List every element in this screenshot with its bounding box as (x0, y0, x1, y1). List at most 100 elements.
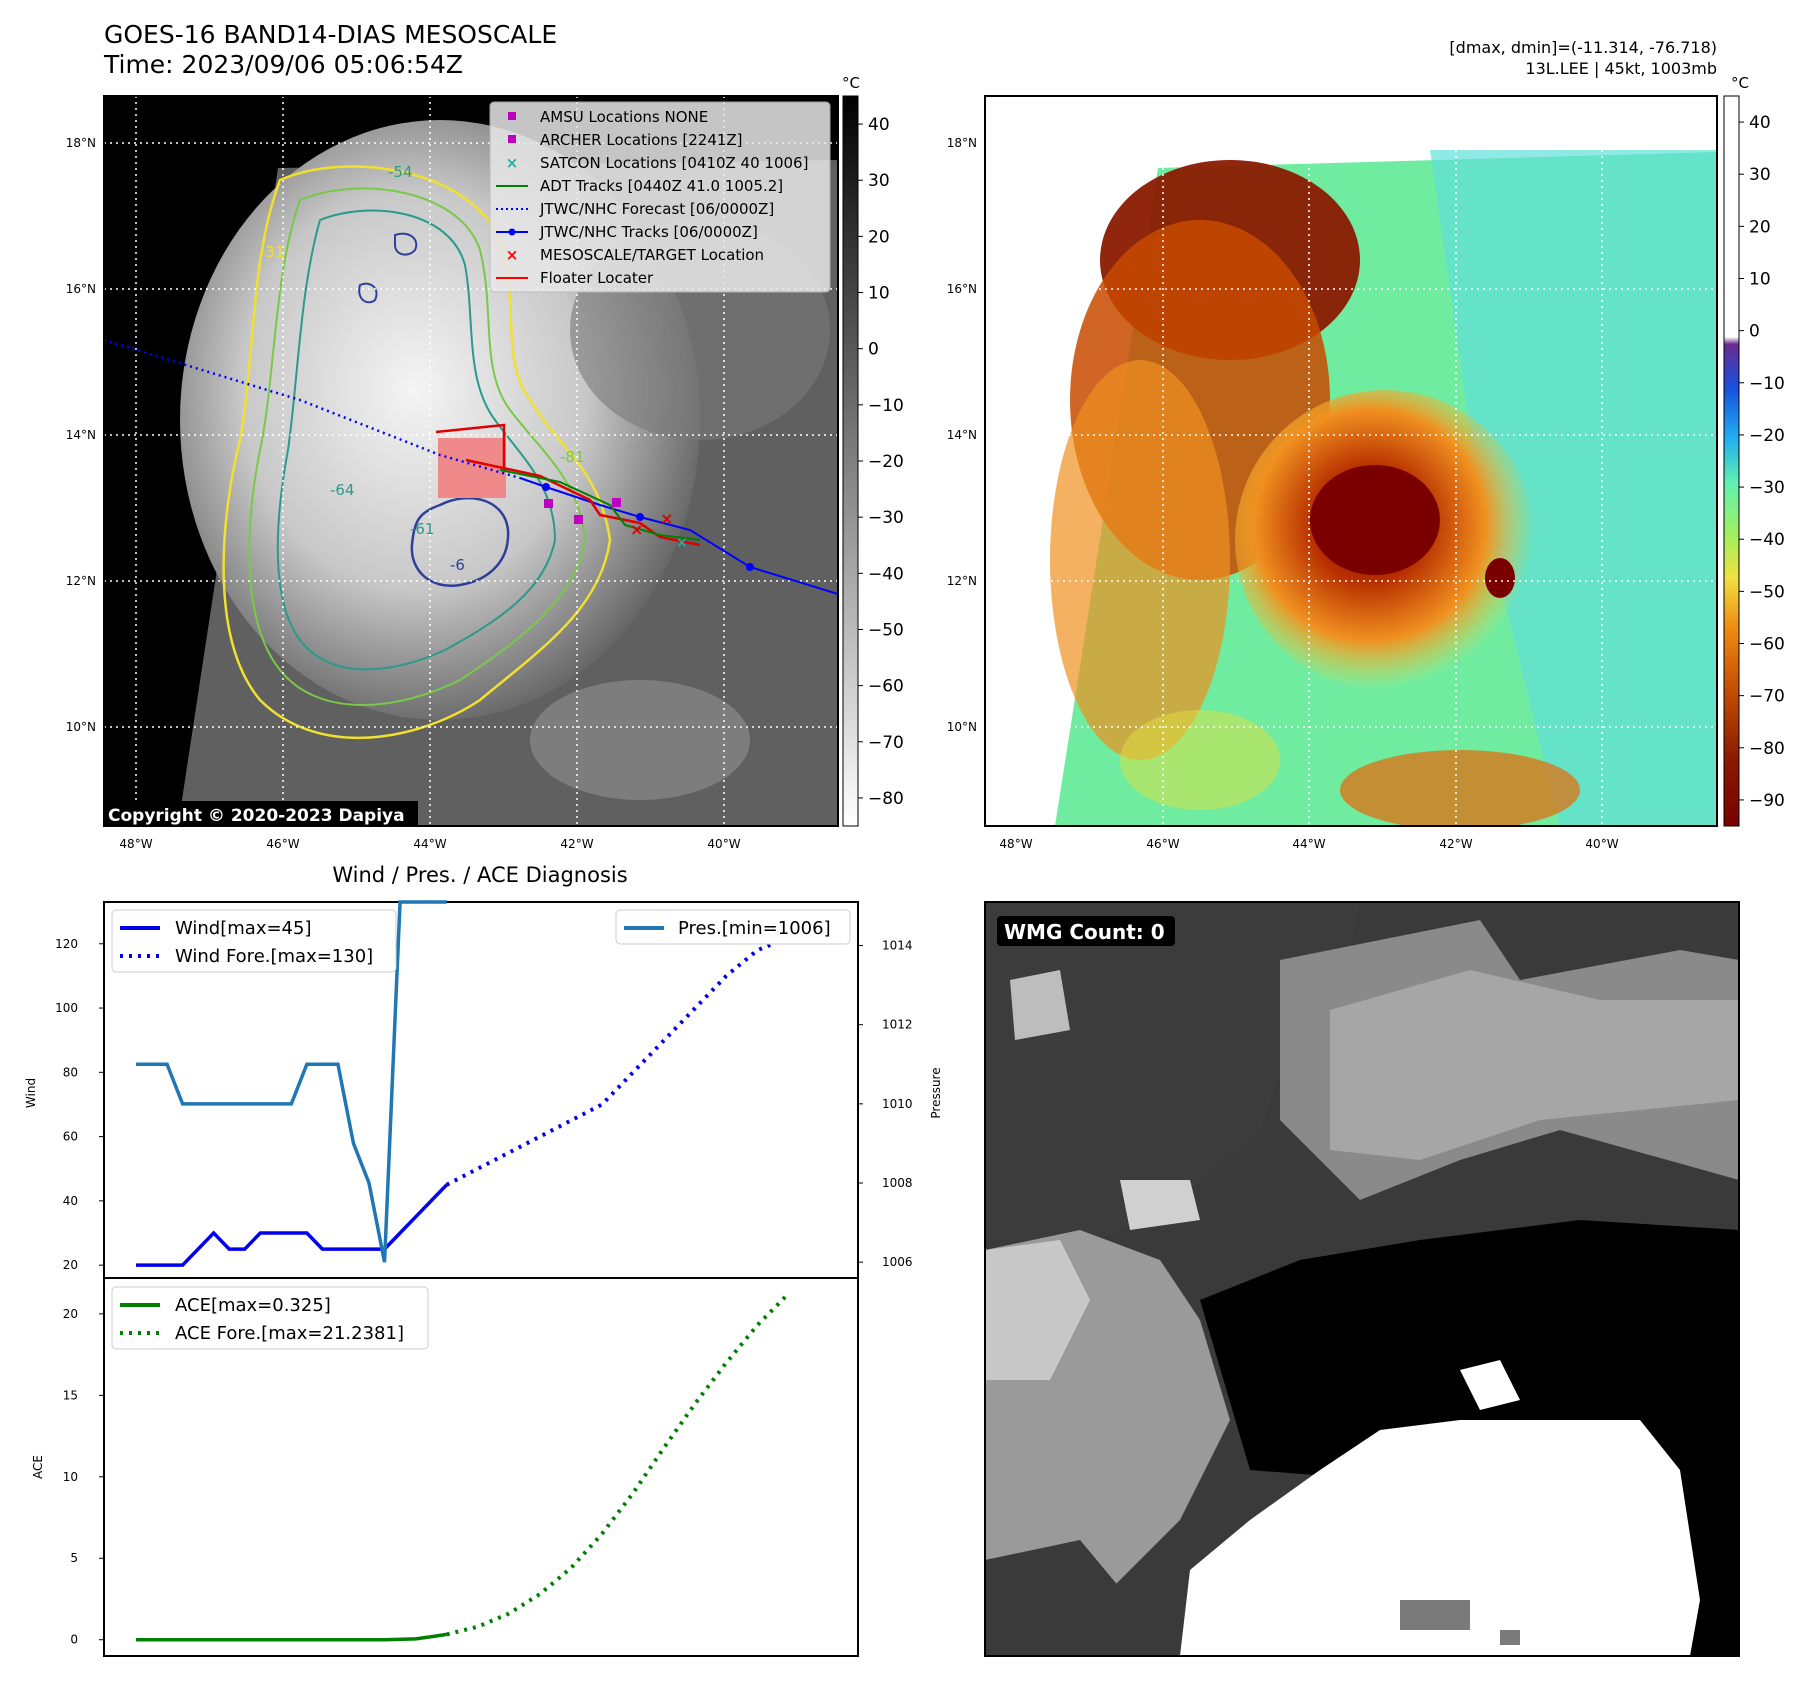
left-map-legend: AMSU Locations NONE ARCHER Locations [224… (489, 101, 831, 293)
copyright-bg (104, 801, 418, 827)
contour-navy-core (410, 496, 510, 588)
lon-label: 40°W (1585, 837, 1618, 851)
legend-label: ACE Fore.[max=21.2381] (175, 1323, 404, 1344)
pressure-legend: Pres.[min=1006] (615, 909, 851, 945)
y-tick-label: 10 (63, 1470, 78, 1484)
lon-label: 40°W (707, 837, 740, 851)
colorbar-tick-label: −10 (1749, 374, 1785, 394)
target-marker: × (660, 509, 673, 528)
diagnosis-title: Wind / Pres. / ACE Diagnosis (332, 863, 627, 887)
lon-label: 44°W (1292, 837, 1325, 851)
wmg-badge: WMG Count: 0 (1004, 920, 1165, 944)
left-colorbar-unit: °C (842, 74, 860, 92)
copyright-text: Copyright © 2020-2023 Dapiya (108, 806, 405, 826)
right-colorbar (1723, 95, 1740, 827)
colorbar-tick-label: −40 (868, 564, 904, 584)
storm-info-text: 13L.LEE | 45kt, 1003mb (1525, 59, 1717, 78)
lat-label: 10°N (947, 720, 977, 734)
colorbar-tick-label: 40 (1749, 113, 1771, 133)
colorbar-tick-label: 30 (1749, 165, 1771, 185)
lon-label: 46°W (1146, 837, 1179, 851)
legend-label: Floater Locater (540, 269, 654, 287)
colorbar-tick-label: −60 (1749, 635, 1785, 655)
colorbar-tick-label: 0 (1749, 322, 1760, 342)
wmg-panel (984, 901, 1740, 1657)
lat-label: 18°N (947, 136, 977, 150)
right-map-gridlines (985, 96, 1717, 826)
colorbar-tick-label: −50 (1749, 582, 1785, 602)
contour-label: -31 (260, 243, 285, 261)
y-axis-label: ACE (31, 1455, 45, 1479)
contour-teal (276, 209, 557, 671)
floater-track (465, 458, 701, 547)
jtwc-forecast-track (104, 338, 521, 480)
y-axis-label: Wind (24, 1078, 38, 1108)
legend-label: ADT Tracks [0440Z 41.0 1005.2] (540, 177, 783, 195)
legend-label: JTWC/NHC Tracks [06/0000Z] (539, 223, 758, 241)
y-tick-label: 15 (63, 1388, 78, 1402)
left-colorbar-ticks: 40 30 20 10 0 −10 −20 −30 −40 −50 −60 −70 −80 (858, 115, 904, 809)
colorbar-tick-label: 30 (868, 171, 890, 191)
lon-label: 42°W (560, 837, 593, 851)
svg-text:×: × (676, 535, 688, 551)
colorbar-tick-label: −20 (1749, 426, 1785, 446)
colorbar-tick-label: −80 (868, 789, 904, 809)
y-tick-label: 40 (63, 1194, 78, 1208)
y-tick-label: 20 (63, 1258, 78, 1272)
legend-label: ARCHER Locations [2241Z] (540, 131, 743, 149)
lat-label: 16°N (66, 282, 96, 296)
legend-label: SATCON Locations [0410Z 40 1006] (540, 154, 808, 172)
floater-box (438, 438, 506, 498)
legend-marker (508, 112, 516, 120)
legend-marker: × (506, 154, 519, 172)
y-right-tick-label: 1012 (882, 1018, 913, 1032)
left-colorbar (842, 95, 859, 827)
lon-label: 48°W (999, 837, 1032, 851)
legend-marker (508, 135, 516, 143)
legend-label: AMSU Locations NONE (540, 108, 708, 126)
contour-label: -61 (410, 520, 435, 538)
y-right-tick-label: 1006 (882, 1255, 913, 1269)
figure-time: Time: 2023/09/06 05:06:54Z (104, 50, 463, 79)
colorbar-tick-label: −70 (1749, 687, 1785, 707)
lat-label: 10°N (66, 720, 96, 734)
lon-label: 46°W (266, 837, 299, 851)
colorbar-tick-label: 20 (1749, 217, 1771, 237)
right-colorbar-unit: °C (1731, 74, 1749, 92)
series-line-0 (136, 1183, 448, 1267)
contour-label: -64 (330, 481, 355, 499)
lat-label: 16°N (947, 282, 977, 296)
ace-series-line-0 (136, 1632, 447, 1642)
colorbar-tick-label: −70 (868, 733, 904, 753)
y-right-tick-label: 1008 (882, 1176, 913, 1190)
colorbar-tick-label: −60 (868, 677, 904, 697)
y-tick-label: 80 (63, 1065, 78, 1079)
colorbar-tick-label: 10 (868, 284, 890, 304)
lat-label: 18°N (66, 136, 96, 150)
legend-label: ACE[max=0.325] (175, 1295, 331, 1316)
ace-legend: ACE[max=0.325] ACE Fore.[max=21.2381] (111, 1286, 429, 1350)
lon-label: 48°W (119, 837, 152, 851)
y-right-tick-label: 1010 (882, 1097, 913, 1111)
lon-label: 44°W (413, 837, 446, 851)
wmg-badge-bg (997, 916, 1175, 946)
dmax-dmin-text: [dmax, dmin]=(-11.314, -76.718) (1449, 38, 1717, 57)
legend-label: JTWC/NHC Forecast [06/0000Z] (539, 200, 774, 218)
legend-label: Wind Fore.[max=130] (175, 946, 373, 967)
colorbar-tick-label: 40 (868, 115, 890, 135)
svg-text:×: × (630, 520, 643, 539)
legend-marker: × (506, 246, 519, 264)
colorbar-tick-label: −90 (1749, 791, 1785, 811)
colorbar-tick-label: 10 (1749, 270, 1771, 290)
y-tick-label: 20 (63, 1307, 78, 1321)
lat-label: 14°N (66, 428, 96, 442)
y-right-axis-label: Pressure (929, 1067, 943, 1118)
lat-label: 12°N (947, 574, 977, 588)
colorbar-tick-label: 20 (868, 227, 890, 247)
lat-label: 12°N (66, 574, 96, 588)
contour-label: -54 (388, 163, 413, 181)
colorbar-tick-label: −30 (1749, 478, 1785, 498)
y-tick-label: 0 (70, 1633, 78, 1647)
y-tick-label: 60 (63, 1130, 78, 1144)
